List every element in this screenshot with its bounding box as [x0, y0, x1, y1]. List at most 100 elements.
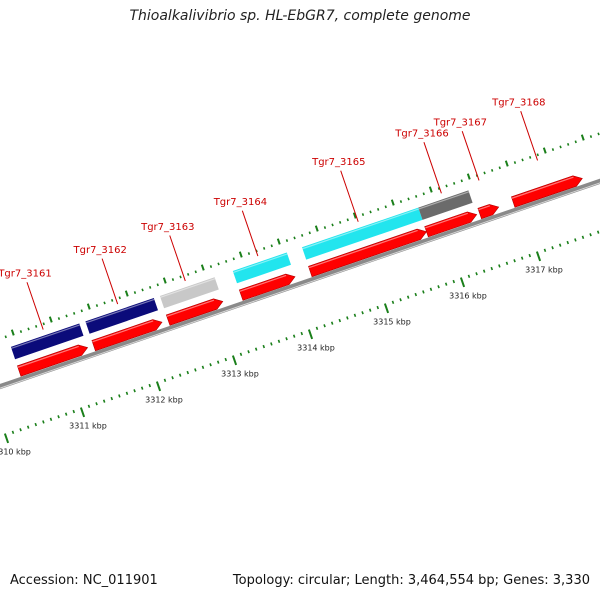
gene-label: Tgr7_3162 — [73, 245, 127, 256]
outer-tick — [460, 179, 463, 183]
outer-tick — [48, 316, 53, 323]
scale-tick — [429, 287, 433, 292]
kbp-label: 3312 kbp — [145, 395, 183, 404]
outer-tick — [162, 277, 167, 284]
gene-label: Tgr7_3161 — [0, 269, 52, 280]
cog-bar — [232, 252, 291, 284]
cog-bar — [159, 277, 219, 309]
outer-tick — [293, 236, 296, 240]
gene-leader-line — [169, 235, 186, 282]
scale-tick — [270, 342, 273, 346]
scale-tick — [148, 383, 152, 388]
scale-tick — [125, 391, 129, 396]
gene-label: Tgr7_3167 — [433, 118, 487, 129]
outer-tick — [580, 134, 585, 141]
scale-tick — [300, 331, 304, 336]
outer-tick — [536, 153, 539, 157]
kbp-label: 3310 kbp — [0, 447, 31, 456]
scale-tick — [49, 417, 53, 422]
outer-tick — [422, 192, 425, 196]
scale-tick — [292, 334, 296, 338]
outer-tick — [103, 301, 106, 305]
outer-tick — [574, 140, 577, 144]
outer-tick — [428, 186, 433, 193]
gene-label: Tgr7_3166 — [394, 129, 448, 140]
topology-text: Topology: circular; Length: 3,464,554 bp… — [232, 573, 590, 588]
outer-tick-track — [4, 132, 600, 339]
scale-tick — [42, 420, 45, 424]
scale-tick — [346, 316, 349, 320]
gene-leader-line — [26, 282, 44, 330]
outer-tick — [589, 135, 593, 139]
scale-tick — [87, 404, 91, 409]
cds-highlight — [92, 320, 154, 343]
gene-leader-line — [520, 111, 539, 161]
outer-tick — [186, 272, 190, 276]
scale-tick — [406, 295, 410, 299]
outer-tick — [65, 314, 68, 318]
cog-track — [10, 190, 473, 360]
outer-tick — [414, 194, 418, 198]
scale-tick — [543, 248, 547, 253]
outer-tick — [27, 327, 30, 331]
outer-tick — [490, 168, 494, 172]
outer-tick — [285, 239, 289, 243]
outer-tick — [390, 199, 395, 206]
accession-value: NC_011901 — [82, 573, 158, 588]
outer-tick — [262, 246, 266, 250]
cog-bar — [418, 190, 473, 220]
scale-tick-track: 3310 kbp 3311 kbp 3312 kbp 3313 kbp 3314 kbp… — [0, 230, 600, 456]
outer-tick — [528, 155, 532, 159]
scale-tick — [376, 305, 380, 310]
scale-tick — [467, 274, 471, 279]
outer-tick — [80, 309, 83, 313]
scale-tick — [353, 313, 357, 318]
outer-tick — [300, 233, 304, 237]
scale-tick — [383, 303, 390, 314]
scale-tick — [422, 290, 425, 294]
outer-tick — [95, 304, 99, 308]
outer-tick — [42, 322, 45, 326]
backbone-line — [0, 178, 600, 390]
outer-tick — [148, 285, 152, 289]
outer-tick — [445, 184, 448, 188]
scale-tick — [551, 246, 554, 250]
backbone-highlight — [0, 182, 600, 389]
scale-tick — [323, 324, 326, 328]
scale-tick — [231, 355, 238, 366]
scale-tick — [368, 308, 372, 312]
scale-tick — [64, 412, 68, 416]
cds-highlight — [425, 212, 468, 229]
kbp-label: 3311 kbp — [69, 421, 107, 430]
scale-tick — [414, 292, 418, 297]
outer-tick — [194, 270, 197, 274]
scale-tick — [574, 238, 577, 242]
scale-tick — [262, 344, 266, 349]
scale-tick — [133, 389, 136, 393]
outer-tick — [566, 142, 570, 146]
cds-arrow — [165, 298, 224, 326]
scale-tick — [505, 261, 509, 266]
outer-tick — [352, 212, 357, 219]
outer-tick — [369, 210, 372, 214]
scale-tick — [178, 373, 182, 377]
outer-tick — [331, 223, 334, 227]
outer-tick — [224, 259, 228, 263]
scale-tick — [277, 339, 281, 344]
gene-label: Tgr7_3168 — [491, 98, 545, 109]
scale-tick — [315, 326, 319, 331]
outer-tick — [513, 161, 517, 165]
cds-highlight — [239, 274, 287, 292]
outer-tick — [551, 148, 555, 152]
outer-tick — [437, 187, 441, 191]
scale-tick — [307, 329, 314, 340]
outer-tick — [19, 330, 23, 334]
outer-tick — [308, 231, 311, 235]
cog-bar — [302, 207, 423, 260]
scale-tick — [254, 347, 258, 351]
cds-track — [17, 175, 583, 377]
scale-tick — [596, 230, 600, 234]
outer-tick — [276, 238, 281, 245]
gene-leader-line — [340, 170, 359, 222]
